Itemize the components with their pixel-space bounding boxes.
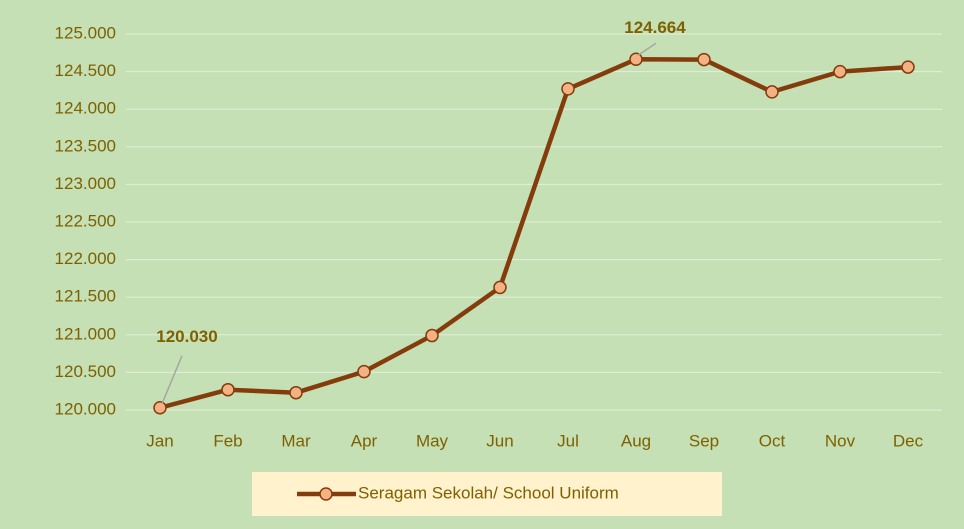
y-tick-label: 124.500 [55,61,116,80]
marker [901,60,915,74]
y-tick-label: 125.000 [55,23,116,42]
marker [153,400,167,415]
x-tick-label: Oct [759,431,786,450]
marker [357,364,371,379]
y-tick-label: 120.500 [55,362,116,381]
x-tick-label: Apr [351,431,378,450]
y-tick-label: 122.500 [55,211,116,230]
leader-line [161,355,183,405]
x-tick-label: Feb [213,431,242,450]
x-tick-label: Jun [486,431,513,450]
x-tick-label: Jul [557,431,579,450]
marker [221,382,235,397]
y-tick-label: 120.000 [55,399,116,418]
marker [561,82,575,96]
marker [697,52,711,67]
y-tick-label: 121.000 [55,324,116,343]
marker [493,280,507,295]
x-tick-label: Aug [621,431,651,450]
legend-label: Seragam Sekolah/ School Uniform [358,483,619,502]
x-tick-label: May [416,431,449,450]
y-tick-label: 122.000 [55,249,116,268]
x-tick-label: Dec [893,431,924,450]
x-tick-label: Sep [689,431,719,450]
x-tick-label: Nov [825,431,856,450]
data-label: 124.664 [624,18,686,37]
marker [765,85,779,99]
marker [833,64,847,79]
marker [629,52,643,67]
y-tick-label: 121.500 [55,287,116,306]
y-tick-label: 123.000 [55,174,116,193]
legend-marker [319,487,333,501]
leader-line [637,42,657,56]
y-tick-label: 124.000 [55,99,116,118]
x-tick-label: Mar [281,431,311,450]
line [159,57,909,410]
data-label: 120.030 [156,327,217,346]
x-tick-label: Jan [146,431,173,450]
marker [425,328,439,343]
marker [289,385,303,400]
y-tick-label: 123.500 [55,136,116,155]
